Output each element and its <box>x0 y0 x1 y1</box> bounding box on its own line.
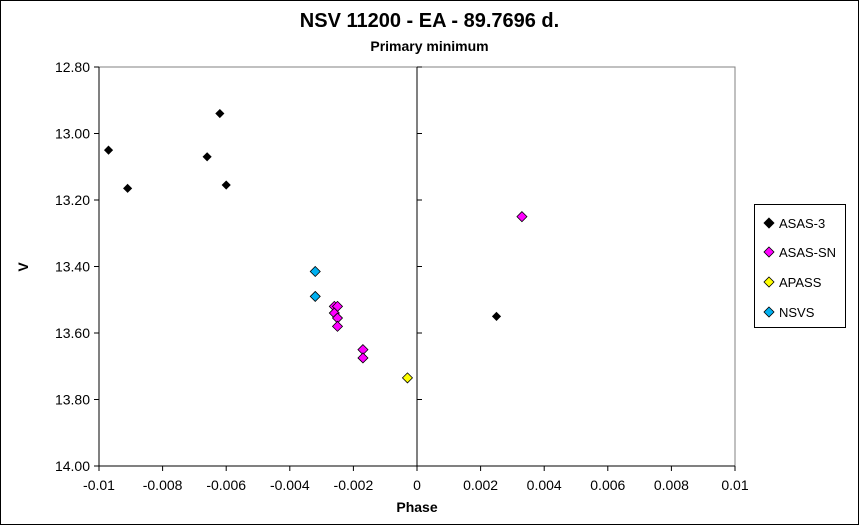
data-point-nsvs <box>309 265 321 278</box>
data-point-asas-3 <box>103 145 114 155</box>
diamond-marker-icon <box>763 246 775 258</box>
y-tick-label: 13.80 <box>55 392 90 408</box>
data-point-asas-3 <box>202 152 212 162</box>
y-tick-label: 13.00 <box>55 126 90 142</box>
y-tick-label: 14.00 <box>55 458 90 474</box>
diamond-marker-icon <box>763 276 775 288</box>
data-point-asas-3 <box>123 183 133 193</box>
y-tick-label: 13.60 <box>55 325 90 341</box>
diamond-marker-icon <box>763 217 775 229</box>
legend-item-asassn: ASAS-SN <box>763 243 836 261</box>
data-points <box>103 108 528 384</box>
tick-labels: -0.01 -0.008 -0.006 -0.004 -0.002 0 0.002 0.004… <box>55 59 749 493</box>
y-axis-label: V <box>15 262 31 272</box>
legend-item-asas3: ASAS-3 <box>763 214 825 232</box>
x-tick-label: 0.006 <box>590 477 625 493</box>
legend-label: NSVS <box>779 304 815 320</box>
axes <box>94 66 736 471</box>
legend-label: ASAS-3 <box>779 215 826 231</box>
chart-subtitle: Primary minimum <box>370 38 489 54</box>
legend-item-apass: APASS <box>763 273 821 291</box>
x-tick-label: 0.01 <box>721 477 748 493</box>
y-tick-label: 13.20 <box>55 192 90 208</box>
chart-title: NSV 11200 - EA - 89.7696 d. <box>299 10 560 32</box>
legend: ASAS-3 ASAS-SN APASS NSVS <box>754 204 846 328</box>
x-tick-label: -0.006 <box>206 477 246 493</box>
x-tick-label: -0.008 <box>143 477 183 493</box>
data-point-asas-sn <box>331 320 344 332</box>
x-tick-label: 0.008 <box>654 477 689 493</box>
data-point-nsvs <box>309 290 321 302</box>
y-tick-label: 12.80 <box>55 59 90 75</box>
data-point-asas-3 <box>491 311 502 321</box>
y-tick-label: 13.40 <box>55 259 90 275</box>
data-point-apass <box>401 372 414 384</box>
data-point-asas-3 <box>215 108 225 119</box>
x-tick-label: -0.01 <box>83 477 115 493</box>
diamond-marker-icon <box>763 306 775 318</box>
legend-item-nsvs: NSVS <box>763 303 814 321</box>
data-point-asas-3 <box>221 180 231 190</box>
x-tick-label: 0.002 <box>463 477 498 493</box>
x-tick-label: -0.002 <box>334 477 374 493</box>
data-point-asas-sn <box>357 352 369 364</box>
x-tick-label: 0 <box>413 477 421 493</box>
x-tick-label: 0.004 <box>527 477 562 493</box>
data-point-asas-sn <box>516 211 528 223</box>
legend-label: APASS <box>779 274 822 290</box>
x-tick-label: -0.004 <box>270 477 310 493</box>
legend-label: ASAS-SN <box>779 244 837 260</box>
x-axis-label: Phase <box>396 499 437 515</box>
